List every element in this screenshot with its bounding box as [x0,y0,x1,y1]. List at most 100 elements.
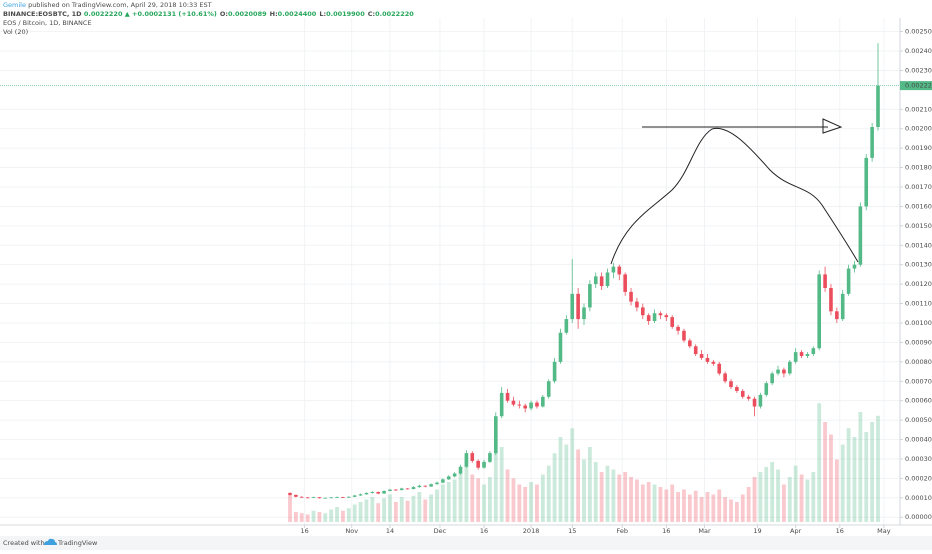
volume-bar [535,484,539,522]
volume-bar [811,472,816,522]
volume-bar [852,437,857,522]
candle-body [458,466,463,474]
candle-body [735,387,739,391]
candle-body [294,494,298,497]
candle-body [582,307,586,320]
volume-bar [623,472,628,522]
x-tick-label: Feb [616,527,628,535]
publisher-line: Gemile published on TradingView.com, Apr… [3,1,212,9]
candle-body [823,274,827,289]
volume-bar [423,499,428,522]
volume-bar [770,462,775,522]
x-tick-label: 14 [386,527,394,535]
candle-body [711,361,716,364]
candle-body [758,394,763,407]
candle-body [776,369,780,374]
candle-body [864,157,869,207]
chart-title: EOS / Bitcoin, 1D, BINANCE [3,19,92,27]
candle-body [329,497,333,499]
brand-logo[interactable] [44,538,57,545]
candle-body [311,497,316,499]
candle-body [288,492,292,495]
volume-bar [676,492,680,522]
y-tick-label: 0.0018000 [905,164,932,172]
candle-body [376,491,380,494]
ohlc-key: C: [368,10,375,18]
drawn-curve [610,127,859,265]
candle-body [570,293,575,320]
candle-body [399,488,404,491]
x-tick-label: 15 [568,527,576,535]
y-tick-label: 0.0002000 [905,474,932,482]
axes: 0.0000000 0.0001000 0.0002000 0.0003000 0.00… [301,28,932,535]
candle-body [740,390,745,397]
published: published on TradingView.com, April 29, … [28,1,212,9]
candle-body [299,496,304,498]
candle-body [770,373,774,384]
candle-body [552,361,557,382]
y-tick-label: 0.0004000 [905,436,932,444]
candle-body [335,497,339,498]
candle-pane [288,43,880,499]
y-tick-label: 0.0013000 [905,261,932,269]
volume-bar [411,495,416,522]
volume-bar [393,502,398,522]
volume-bar [805,479,810,522]
volume-bar [517,484,522,522]
candle-body [717,363,722,374]
candle-body [341,497,345,498]
volume-bar [429,494,434,522]
volume-bar [864,432,869,522]
candle-body [817,274,821,349]
y-tick-label: 0.0007000 [905,377,932,385]
ohlc-value: 0.0024400 [278,10,317,18]
volume-bar [546,465,551,522]
y-tick-label: 0.0006000 [905,397,932,405]
candle-body [782,369,786,374]
volume-bar [335,507,339,522]
candle-body [623,274,627,292]
candle-body [635,301,639,308]
volume-bar [640,484,645,522]
volume-bar [446,482,451,522]
brand[interactable]: TradingView [57,539,98,547]
candle-body [323,497,328,499]
candle-body [788,361,792,374]
volume-bar [646,482,651,522]
volume-bar [488,477,492,522]
candle-body [464,453,469,467]
volume-bar [629,477,633,522]
volume-bar [682,489,686,522]
candle-body [870,126,874,158]
volume-bar [570,428,575,522]
volume-bar [752,477,757,522]
volume-bar [293,512,298,522]
ohlc-key: H: [270,10,278,18]
candle-body [441,479,445,483]
candle-body [588,284,592,308]
volume-bar [817,403,822,522]
publisher[interactable]: Gemile [3,1,26,9]
volume-bar [687,494,692,522]
volume-bar [476,478,481,522]
footer-text: Created with [3,539,45,547]
y-tick-label: 0.0003000 [905,455,932,463]
candle-body [852,264,857,269]
volume-bar [576,449,581,522]
volume-bar [505,469,510,522]
candle-body [688,340,692,347]
volume-bar [358,502,363,522]
candle-body [446,476,451,480]
candle-body [705,357,710,362]
volume-bar [382,498,386,522]
volume-bar [693,490,698,522]
volume-bar [376,503,381,522]
candle-body [541,396,545,407]
candle-body [429,484,433,487]
x-tick-label: 16 [836,527,844,535]
change: ▲ +0.0002131 (+10.61%) [125,10,217,18]
candle-body [723,373,727,382]
volume-bar [799,474,804,522]
volume-bar [529,482,533,522]
